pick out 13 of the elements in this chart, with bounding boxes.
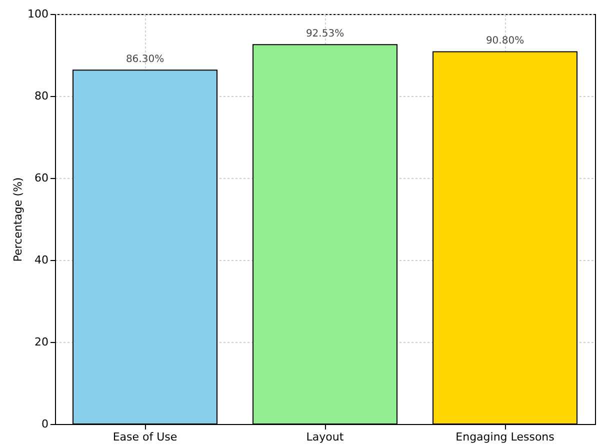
data-label: 90.80% <box>486 36 524 47</box>
y-tick-label: 0 <box>42 418 48 430</box>
data-label: 92.53% <box>306 28 344 40</box>
data-label: 86.30% <box>126 54 164 66</box>
y-tick-label: 100 <box>28 8 48 20</box>
y-axis-title: Percentage (%) <box>12 177 25 262</box>
y-tick-label: 20 <box>34 336 48 348</box>
x-tick-label: Layout <box>306 430 344 444</box>
y-tick-label: 60 <box>34 172 48 184</box>
y-tick-label: 40 <box>34 254 48 266</box>
x-tick-label: Ease of Use <box>112 430 178 444</box>
x-tick-label: Engaging Lessons <box>456 430 555 444</box>
y-tick-label: 80 <box>34 90 48 102</box>
